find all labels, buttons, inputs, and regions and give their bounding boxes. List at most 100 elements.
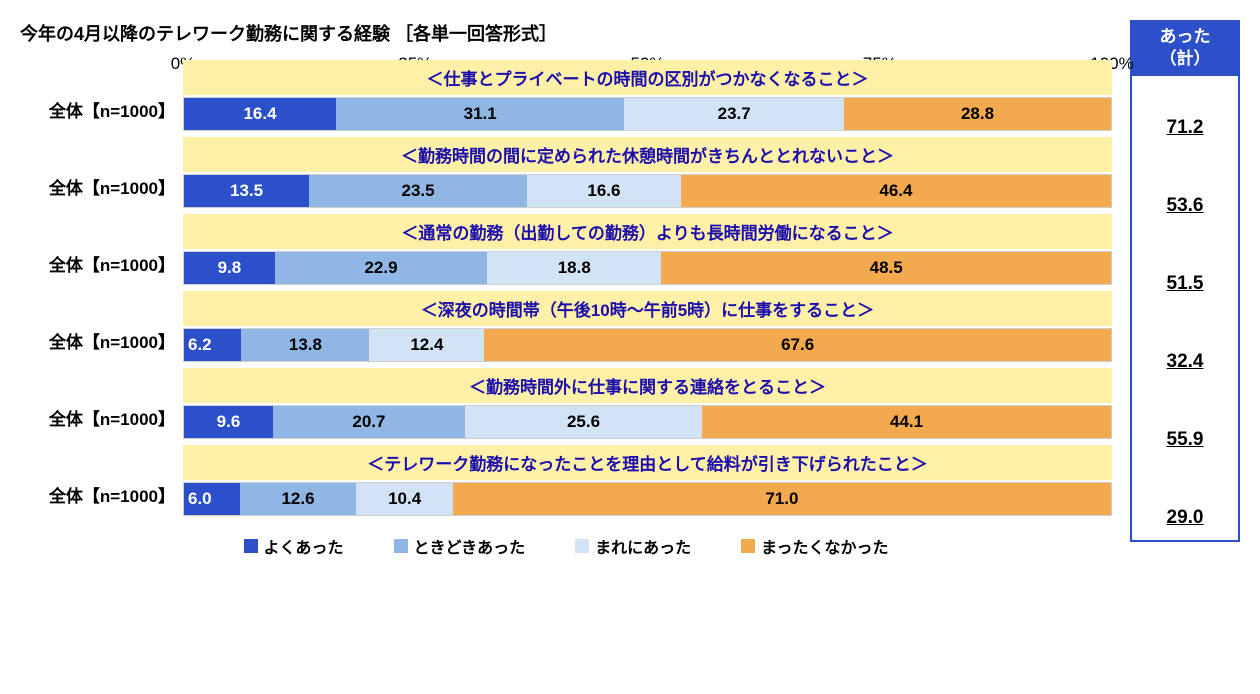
group-header-label: ＜勤務時間外に仕事に関する連絡をとること＞ [183, 368, 1112, 403]
header-spacer [20, 445, 183, 480]
bar-track: 6.012.610.471.0 [183, 482, 1112, 516]
totals-value: 29.0 [1132, 501, 1238, 534]
bar-track: 16.431.123.728.8 [183, 97, 1112, 131]
header-spacer [20, 137, 183, 172]
group-header-label: ＜深夜の時間帯（午後10時～午前5時）に仕事をすること＞ [183, 291, 1112, 326]
bar-track: 6.213.812.467.6 [183, 328, 1112, 362]
bar-segment: 44.1 [702, 406, 1111, 438]
bar-segment: 10.4 [356, 483, 452, 515]
bar-segment: 25.6 [465, 406, 702, 438]
legend-label: ときどきあった [414, 534, 526, 558]
chart-group: ＜勤務時間の間に定められた休憩時間がきちんととれないこと＞全体【n=1000】1… [20, 137, 1112, 208]
chart-main: 今年の4月以降のテレワーク勤務に関する経験 ［各単一回答形式］ 0% 25% 5… [20, 20, 1112, 558]
header-spacer [20, 368, 183, 403]
bar-segment: 16.6 [527, 175, 681, 207]
bar-segment: 28.8 [844, 98, 1111, 130]
bar-segment: 67.6 [484, 329, 1111, 361]
legend-item: まったくなかった [741, 534, 888, 558]
legend-label: まったくなかった [761, 534, 888, 558]
bar-segment: 6.0 [184, 483, 240, 515]
row-label: 全体【n=1000】 [20, 328, 183, 362]
totals-column: あった （計） 71.2 53.6 51.5 32.4 55.9 29.0 [1130, 20, 1240, 558]
bar-row: 全体【n=1000】6.213.812.467.6 [20, 328, 1112, 362]
bar-row: 全体【n=1000】9.822.918.848.5 [20, 251, 1112, 285]
bar-track: 9.620.725.644.1 [183, 405, 1112, 439]
header-spacer [20, 60, 183, 95]
bar-segment: 12.4 [369, 329, 484, 361]
row-label: 全体【n=1000】 [20, 405, 183, 439]
totals-body: 71.2 53.6 51.5 32.4 55.9 29.0 [1130, 76, 1240, 542]
bar-segment: 20.7 [273, 406, 465, 438]
group-header-label: ＜通常の勤務（出勤しての勤務）よりも長時間労働になること＞ [183, 214, 1112, 249]
groups: ＜仕事とプライベートの時間の区別がつかなくなること＞全体【n=1000】16.4… [20, 60, 1112, 516]
group-header-row: ＜仕事とプライベートの時間の区別がつかなくなること＞ [20, 60, 1112, 95]
group-header-row: ＜深夜の時間帯（午後10時～午前5時）に仕事をすること＞ [20, 291, 1112, 326]
totals-header: あった （計） [1130, 20, 1240, 76]
bar-row: 全体【n=1000】6.012.610.471.0 [20, 482, 1112, 516]
totals-gap [1132, 378, 1238, 423]
totals-header-line1: あった [1130, 26, 1240, 48]
header-spacer [20, 291, 183, 326]
totals-gap [1132, 222, 1238, 267]
totals-gap [1132, 76, 1238, 111]
bar-track: 13.523.516.646.4 [183, 174, 1112, 208]
bar-segment: 31.1 [336, 98, 624, 130]
group-header-row: ＜勤務時間の間に定められた休憩時間がきちんととれないこと＞ [20, 137, 1112, 172]
bar-row: 全体【n=1000】16.431.123.728.8 [20, 97, 1112, 131]
legend-label: よくあった [264, 534, 344, 558]
totals-value: 51.5 [1132, 267, 1238, 300]
chart-group: ＜仕事とプライベートの時間の区別がつかなくなること＞全体【n=1000】16.4… [20, 60, 1112, 131]
bar-segment: 22.9 [275, 252, 487, 284]
totals-value: 32.4 [1132, 345, 1238, 378]
chart-group: ＜通常の勤務（出勤しての勤務）よりも長時間労働になること＞全体【n=1000】9… [20, 214, 1112, 285]
legend-label: まれにあった [595, 534, 691, 558]
totals-header-line2: （計） [1130, 48, 1240, 70]
group-header-label: ＜仕事とプライベートの時間の区別がつかなくなること＞ [183, 60, 1112, 95]
legend-swatch [575, 539, 589, 553]
bar-row: 全体【n=1000】9.620.725.644.1 [20, 405, 1112, 439]
totals-gap [1132, 300, 1238, 345]
group-header-row: ＜通常の勤務（出勤しての勤務）よりも長時間労働になること＞ [20, 214, 1112, 249]
bar-segment: 16.4 [184, 98, 336, 130]
totals-value: 71.2 [1132, 111, 1238, 144]
chart-group: ＜勤務時間外に仕事に関する連絡をとること＞全体【n=1000】9.620.725… [20, 368, 1112, 439]
bar-segment: 13.5 [184, 175, 309, 207]
legend-swatch [394, 539, 408, 553]
bar-segment: 23.5 [309, 175, 527, 207]
legend-swatch [741, 539, 755, 553]
totals-gap [1132, 144, 1238, 189]
bar-segment: 18.8 [487, 252, 661, 284]
chart-group: ＜テレワーク勤務になったことを理由として給料が引き下げられたこと＞全体【n=10… [20, 445, 1112, 516]
row-label: 全体【n=1000】 [20, 97, 183, 131]
group-header-label: ＜テレワーク勤務になったことを理由として給料が引き下げられたこと＞ [183, 445, 1112, 480]
group-header-label: ＜勤務時間の間に定められた休憩時間がきちんととれないこと＞ [183, 137, 1112, 172]
legend: よくあった ときどきあった まれにあった まったくなかった [20, 534, 1112, 558]
row-label: 全体【n=1000】 [20, 482, 183, 516]
header-spacer [20, 214, 183, 249]
totals-gap [1132, 456, 1238, 501]
group-header-row: ＜テレワーク勤務になったことを理由として給料が引き下げられたこと＞ [20, 445, 1112, 480]
totals-value: 55.9 [1132, 423, 1238, 456]
bar-row: 全体【n=1000】13.523.516.646.4 [20, 174, 1112, 208]
chart-group: ＜深夜の時間帯（午後10時～午前5時）に仕事をすること＞全体【n=1000】6.… [20, 291, 1112, 362]
bar-track: 9.822.918.848.5 [183, 251, 1112, 285]
legend-item: ときどきあった [394, 534, 526, 558]
group-header-row: ＜勤務時間外に仕事に関する連絡をとること＞ [20, 368, 1112, 403]
bar-segment: 71.0 [453, 483, 1111, 515]
bar-segment: 23.7 [624, 98, 844, 130]
legend-item: よくあった [244, 534, 344, 558]
bar-segment: 48.5 [661, 252, 1111, 284]
row-label: 全体【n=1000】 [20, 174, 183, 208]
legend-swatch [244, 539, 258, 553]
bar-segment: 13.8 [241, 329, 369, 361]
chart-title: 今年の4月以降のテレワーク勤務に関する経験 ［各単一回答形式］ [20, 20, 1112, 46]
chart-container: 今年の4月以降のテレワーク勤務に関する経験 ［各単一回答形式］ 0% 25% 5… [20, 20, 1240, 558]
bar-segment: 9.8 [184, 252, 275, 284]
totals-value: 53.6 [1132, 189, 1238, 222]
row-label: 全体【n=1000】 [20, 251, 183, 285]
bar-segment: 6.2 [184, 329, 241, 361]
bar-segment: 9.6 [184, 406, 273, 438]
bar-segment: 12.6 [240, 483, 357, 515]
legend-item: まれにあった [575, 534, 691, 558]
bar-segment: 46.4 [681, 175, 1111, 207]
